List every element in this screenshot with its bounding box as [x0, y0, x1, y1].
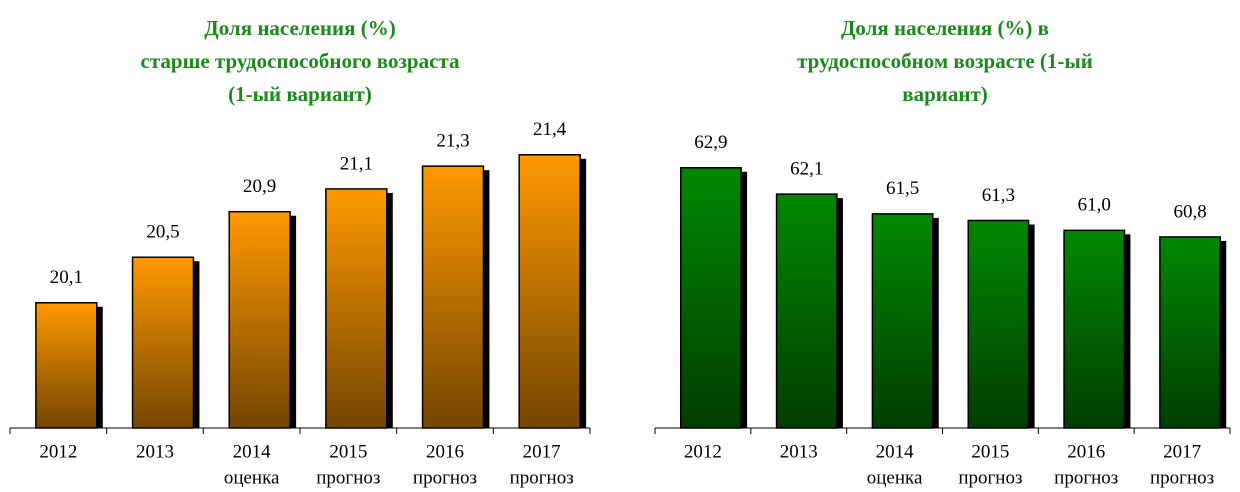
value-label: 62,1 — [790, 158, 823, 179]
x-tick-label: 2015 — [329, 441, 367, 462]
x-tick-sublabel: прогноз — [958, 467, 1022, 488]
value-label: 62,9 — [694, 132, 727, 153]
x-tick-label: 2012 — [684, 441, 722, 462]
value-label: 61,3 — [982, 185, 1015, 206]
x-tick-label: 2013 — [780, 441, 818, 462]
x-tick-label: 2013 — [136, 441, 174, 462]
bar — [325, 188, 388, 429]
bar — [228, 210, 291, 429]
chart-title: Доля населения (%) в — [841, 16, 1049, 40]
bar — [131, 256, 195, 429]
chart-title: (1-ый вариант) — [228, 82, 372, 106]
bar — [1063, 229, 1126, 429]
bar — [1159, 236, 1222, 429]
x-tick-sublabel: оценка — [867, 467, 923, 488]
value-label: 20,1 — [50, 267, 83, 288]
x-tick-label: 2012 — [39, 441, 77, 462]
x-tick-label: 2014 — [876, 441, 915, 462]
value-label: 21,3 — [436, 131, 469, 152]
chart-title: Доля населения (%) — [204, 16, 395, 40]
x-tick-label: 2014 — [233, 441, 272, 462]
value-label: 60,8 — [1173, 201, 1206, 222]
value-label: 21,4 — [533, 119, 567, 140]
x-tick-label: 2017 — [523, 441, 561, 462]
chart-title: трудоспособном возрасте (1-ый — [797, 49, 1093, 73]
bar — [775, 193, 838, 429]
bar — [518, 154, 581, 429]
bar — [871, 213, 934, 429]
value-label: 20,9 — [243, 176, 276, 197]
x-tick-label: 2017 — [1163, 441, 1201, 462]
bar — [421, 165, 485, 429]
bar — [967, 219, 1030, 429]
bar — [35, 302, 98, 429]
bar — [679, 167, 742, 429]
x-tick-label: 2015 — [971, 441, 1009, 462]
value-label: 21,1 — [340, 153, 373, 174]
chart-title: вариант) — [902, 82, 988, 106]
chart-title: старше трудоспособного возраста — [141, 49, 460, 73]
x-tick-sublabel: прогноз — [510, 467, 574, 488]
x-tick-sublabel: прогноз — [1054, 467, 1118, 488]
x-tick-label: 2016 — [426, 441, 464, 462]
value-label: 20,5 — [146, 222, 179, 243]
x-tick-sublabel: прогноз — [316, 467, 380, 488]
x-tick-sublabel: прогноз — [1150, 467, 1214, 488]
x-tick-sublabel: прогноз — [413, 467, 477, 488]
x-tick-sublabel: оценка — [224, 467, 280, 488]
x-tick-label: 2016 — [1067, 441, 1105, 462]
value-label: 61,5 — [886, 178, 919, 199]
value-label: 61,0 — [1078, 195, 1111, 216]
